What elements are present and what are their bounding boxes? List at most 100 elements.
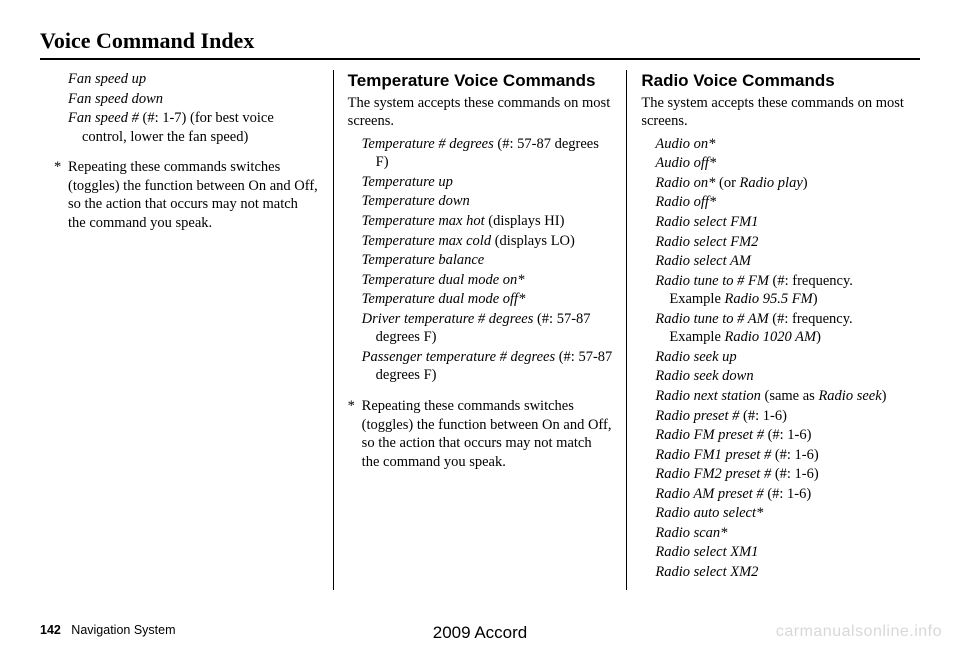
col3-intro: The system accepts these commands on mos…	[641, 94, 906, 131]
page-title: Voice Command Index	[40, 28, 920, 54]
command-name: Temperature max hot	[362, 213, 485, 229]
command-item: Radio scan*	[655, 524, 906, 543]
command-name: Temperature down	[362, 193, 470, 209]
command-name: Temperature balance	[362, 252, 485, 268]
command-item: Radio select FM1	[655, 213, 906, 232]
note-star: *	[54, 158, 68, 232]
command-name: Passenger temperature # degrees	[362, 349, 555, 365]
page: Voice Command Index Fan speed upFan spee…	[0, 0, 960, 655]
columns: Fan speed up Fan speed down Fan speed # (#…	[40, 70, 920, 590]
command-name: Driver temperature # degrees	[362, 311, 534, 327]
col1-command-list: Fan speed up Fan speed down Fan speed # (#…	[54, 70, 319, 146]
command-name: Radio FM preset #	[655, 427, 764, 443]
command-item: Radio AM preset # (#: 1-6)	[655, 485, 906, 504]
command-item: Radio tune to # FM (#: frequency. Exampl…	[655, 272, 906, 309]
command-name: Fan speed up	[68, 71, 146, 87]
note-text: Repeating these commands switches (toggl…	[362, 397, 613, 471]
command-name: Radio AM preset #	[655, 486, 763, 502]
command-suffix: (#: 1-6)	[771, 447, 819, 463]
command-name: Temperature dual mode on*	[362, 272, 525, 288]
command-item: Radio auto select*	[655, 504, 906, 523]
command-name: Radio FM2 preset #	[655, 466, 771, 482]
command-item: Radio seek down	[655, 367, 906, 386]
command-item: Radio tune to # AM (#: frequency. Exampl…	[655, 310, 906, 347]
command-name: Temperature dual mode off*	[362, 291, 526, 307]
command-item: Fan speed # (#: 1-7) (for best voice con…	[68, 109, 319, 146]
col2-heading: Temperature Voice Commands	[348, 70, 613, 92]
command-item: Radio seek up	[655, 348, 906, 367]
command-name: Audio on*	[655, 136, 715, 152]
command-name: Radio off*	[655, 194, 716, 210]
column-2: Temperature Voice Commands The system ac…	[333, 70, 627, 590]
command-suffix: (#: 1-6)	[739, 408, 787, 424]
command-item: Radio next station (same as Radio seek)	[655, 387, 906, 406]
command-item: Radio select AM	[655, 252, 906, 271]
col3-heading: Radio Voice Commands	[641, 70, 906, 92]
command-name-2: Radio 95.5 FM	[725, 291, 813, 307]
command-suffix-2: )	[882, 388, 887, 404]
command-item: Radio on* (or Radio play)	[655, 174, 906, 193]
command-item: Fan speed up	[68, 70, 319, 89]
note-star: *	[348, 397, 362, 471]
note-text: Repeating these commands switches (toggl…	[68, 158, 319, 232]
command-name: Radio seek down	[655, 368, 753, 384]
command-suffix: (#: 1-6)	[771, 466, 819, 482]
command-item: Temperature dual mode on*	[362, 271, 613, 290]
command-name: Radio auto select*	[655, 505, 763, 521]
command-item: Temperature max cold (displays LO)	[362, 232, 613, 251]
command-item: Temperature max hot (displays HI)	[362, 212, 613, 231]
col1-note: * Repeating these commands switches (tog…	[54, 158, 319, 232]
command-suffix-2: )	[813, 291, 818, 307]
command-name: Radio scan*	[655, 525, 727, 541]
command-item: Audio on*	[655, 135, 906, 154]
command-name: Radio select AM	[655, 253, 751, 269]
command-name: Radio FM1 preset #	[655, 447, 771, 463]
command-name: Radio on*	[655, 175, 715, 191]
command-name: Temperature # degrees	[362, 136, 494, 152]
command-suffix: (displays LO)	[491, 233, 575, 249]
command-item: Radio select FM2	[655, 233, 906, 252]
command-suffix: (#: 1-6)	[764, 427, 812, 443]
command-name: Radio select FM2	[655, 234, 758, 250]
command-name: Radio next station	[655, 388, 761, 404]
command-item: Audio off*	[655, 154, 906, 173]
command-item: Radio select XM2	[655, 563, 906, 582]
column-3: Radio Voice Commands The system accepts …	[626, 70, 920, 590]
command-name: Radio tune to # FM	[655, 273, 769, 289]
command-name: Radio select XM1	[655, 544, 758, 560]
col2-intro: The system accepts these commands on mos…	[348, 94, 613, 131]
command-suffix: (or	[715, 175, 739, 191]
command-item: Radio FM1 preset # (#: 1-6)	[655, 446, 906, 465]
title-rule	[40, 58, 920, 60]
command-name: Radio seek up	[655, 349, 736, 365]
command-name: Radio tune to # AM	[655, 311, 768, 327]
command-name: Fan speed down	[68, 91, 163, 107]
command-suffix: (same as	[761, 388, 819, 404]
command-name: Temperature max cold	[362, 233, 491, 249]
command-name: Radio preset #	[655, 408, 739, 424]
column-1: Fan speed up Fan speed down Fan speed # (#…	[40, 70, 333, 590]
command-item: Temperature dual mode off*	[362, 290, 613, 309]
col2-command-list: Temperature # degrees (#: 57-87 degrees …	[348, 135, 613, 385]
command-name-2: Radio seek	[818, 388, 881, 404]
command-name: Temperature up	[362, 174, 453, 190]
command-suffix: (#: 1-6)	[764, 486, 812, 502]
command-suffix-2: )	[803, 175, 808, 191]
command-item: Radio FM2 preset # (#: 1-6)	[655, 465, 906, 484]
command-name-2: Radio play	[740, 175, 803, 191]
command-name: Radio select FM1	[655, 214, 758, 230]
command-item: Radio FM preset # (#: 1-6)	[655, 426, 906, 445]
command-item: Temperature balance	[362, 251, 613, 270]
command-item: Radio preset # (#: 1-6)	[655, 407, 906, 426]
command-item: Temperature up	[362, 173, 613, 192]
col3-command-list: Audio on*Audio off*Radio on* (or Radio p…	[641, 135, 906, 582]
command-item: Radio off*	[655, 193, 906, 212]
command-item: Radio select XM1	[655, 543, 906, 562]
command-name: Radio select XM2	[655, 564, 758, 580]
command-name-2: Radio 1020 AM	[725, 329, 817, 345]
col2-note: * Repeating these commands switches (tog…	[348, 397, 613, 471]
command-suffix-2: )	[816, 329, 821, 345]
command-item: Temperature # degrees (#: 57-87 degrees …	[362, 135, 613, 172]
command-suffix: (displays HI)	[485, 213, 565, 229]
command-item: Fan speed down	[68, 90, 319, 109]
